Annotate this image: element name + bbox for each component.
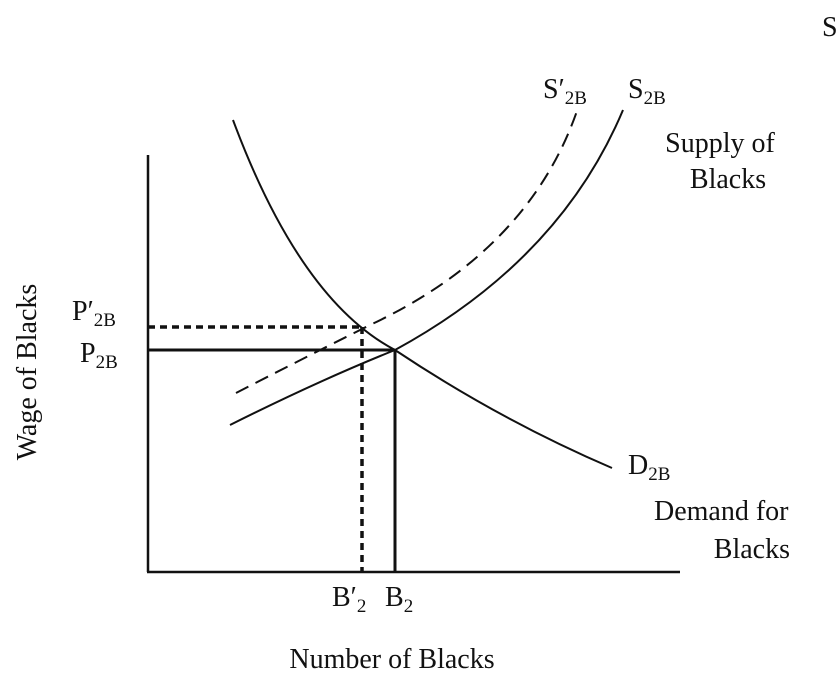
supply-shifted-label: S′2B <box>543 74 587 109</box>
label-sub: 2B <box>648 464 670 485</box>
label-main: P <box>80 338 96 369</box>
label-sub: 2B <box>644 88 666 109</box>
label-sub: 2 <box>404 596 414 617</box>
supply-caption: Supply of <box>665 128 775 159</box>
x-axis-label: Number of Blacks <box>289 644 494 675</box>
price-shifted-label: P′2B <box>72 296 116 331</box>
quantity-label: B2 <box>385 582 413 617</box>
price-label: P2B <box>80 338 118 373</box>
label-sub: 2B <box>94 310 116 331</box>
label-sub: 2B <box>96 352 118 373</box>
label-main: B′ <box>332 582 357 613</box>
supply-shifted-curve <box>235 107 579 394</box>
demand-caption: Blacks <box>714 534 790 565</box>
label-main: S′ <box>543 74 565 105</box>
label-main: D <box>628 450 648 481</box>
demand-curve <box>232 119 613 469</box>
demand-caption: Demand for <box>654 496 789 527</box>
quantity-shifted-label: B′2 <box>332 582 366 617</box>
label-main: S <box>628 74 644 105</box>
label-main: P′ <box>72 296 94 327</box>
corner-text: S <box>822 12 837 43</box>
demand-label: D2B <box>628 450 670 485</box>
supply-curve <box>229 109 624 426</box>
y-axis-label: Wage of Blacks <box>12 284 43 461</box>
supply-label: S2B <box>628 74 666 109</box>
label-sub: 2 <box>357 596 367 617</box>
supply-caption: Blacks <box>690 164 766 195</box>
label-main: B <box>385 582 404 613</box>
label-sub: 2B <box>565 88 587 109</box>
